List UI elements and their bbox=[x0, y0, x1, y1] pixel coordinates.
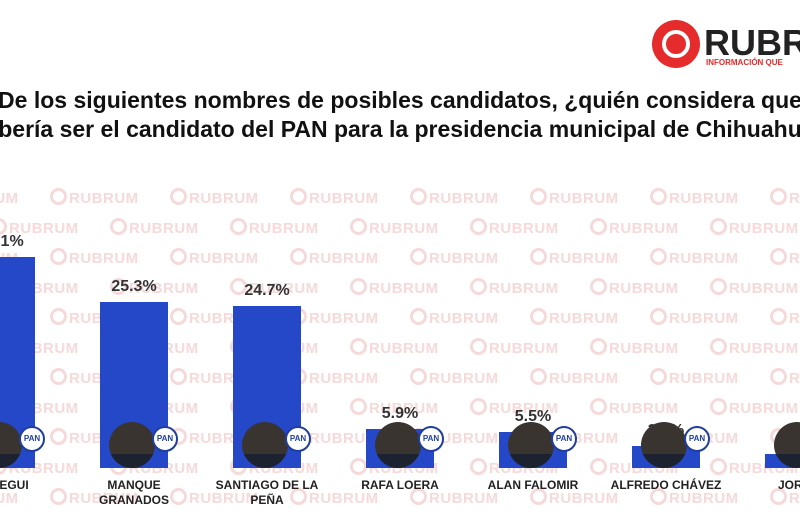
watermark: RUBRUM bbox=[650, 368, 739, 387]
watermark: RUBRUM bbox=[470, 398, 559, 417]
watermark: RUBRUM bbox=[770, 248, 800, 267]
watermark: RUBRUM bbox=[410, 188, 499, 207]
watermark: RUBRUM bbox=[290, 188, 379, 207]
watermark: RUBRUM bbox=[470, 338, 559, 357]
watermark: RUBRUM bbox=[350, 398, 439, 417]
watermark: RUBRUM bbox=[650, 188, 739, 207]
watermark: RUBRUM bbox=[650, 308, 739, 327]
watermark: RUBRUM bbox=[290, 248, 379, 267]
watermark: RUBRUM bbox=[710, 218, 799, 237]
watermark: RUBRUM bbox=[110, 278, 199, 297]
value-label: 24.7% bbox=[244, 281, 290, 299]
watermark: RUBRUM bbox=[770, 488, 800, 507]
watermark: RUBRUM bbox=[350, 218, 439, 237]
watermark: RUBRUM bbox=[410, 428, 499, 447]
watermark: RUBRUM bbox=[0, 188, 19, 207]
watermark: RUBRUM bbox=[770, 188, 800, 207]
watermark: RUBRUM bbox=[290, 368, 379, 387]
candidate-photo bbox=[242, 422, 288, 468]
watermark: RUBRUM bbox=[530, 248, 619, 267]
watermark: RUBRUM bbox=[230, 218, 319, 237]
candidate-photo bbox=[0, 422, 22, 468]
watermark: RUBRUM bbox=[530, 488, 619, 507]
watermark: RUBRUM bbox=[410, 308, 499, 327]
watermark: RUBRUM bbox=[710, 278, 799, 297]
watermark: RUBRUM bbox=[170, 188, 259, 207]
x-tick-label: JORGE bbox=[777, 478, 800, 492]
watermark: RUBRUM bbox=[0, 218, 79, 237]
x-tick-label: RAFA LOERA bbox=[361, 478, 439, 492]
watermark: RUBRUM bbox=[110, 218, 199, 237]
watermark: RUBRUM bbox=[410, 368, 499, 387]
watermark: RUBRUM bbox=[650, 488, 739, 507]
watermark: RUBRUM bbox=[530, 308, 619, 327]
value-label: 5.9% bbox=[381, 405, 419, 423]
x-tick-label: ÁUREGUI bbox=[0, 478, 29, 492]
value-label: 25.3% bbox=[111, 277, 157, 295]
watermark: RUBRUM bbox=[170, 488, 259, 507]
party-logo: PAN bbox=[684, 426, 710, 452]
x-tick-label: ALFREDO CHÁVEZ bbox=[610, 478, 722, 492]
x-tick-label: MANQUE GRANADOS bbox=[98, 478, 169, 507]
party-logo: PAN bbox=[285, 426, 311, 452]
watermark: RUBRUM bbox=[0, 488, 19, 507]
watermark: RUBRUM bbox=[590, 398, 679, 417]
candidate-photo bbox=[641, 422, 687, 468]
watermark: RUBRUM bbox=[650, 248, 739, 267]
chart-title: De los siguientes nombres de posibles ca… bbox=[0, 87, 800, 142]
party-logo: PAN bbox=[152, 426, 178, 452]
logo bbox=[652, 20, 700, 68]
watermark: RUBRUM bbox=[350, 338, 439, 357]
watermark: RUBRUM bbox=[770, 308, 800, 327]
value-label: 32.1% bbox=[0, 233, 24, 251]
watermark: RUBRUM bbox=[290, 428, 379, 447]
watermark: RUBRUM bbox=[770, 368, 800, 387]
watermark: RUBRUM bbox=[470, 278, 559, 297]
candidate-photo bbox=[109, 422, 155, 468]
watermark: RUBRUM bbox=[710, 338, 799, 357]
watermark: RUBRUM bbox=[590, 278, 679, 297]
watermark: RUBRUM bbox=[50, 488, 139, 507]
watermark: RUBRUM bbox=[290, 308, 379, 327]
watermark: RUBRUM bbox=[290, 488, 379, 507]
candidate-photo bbox=[774, 422, 800, 468]
watermark: RUBRUM bbox=[470, 218, 559, 237]
watermark: RUBRUM bbox=[590, 338, 679, 357]
watermark: RUBRUM bbox=[350, 278, 439, 297]
brand: RUBR bbox=[704, 22, 800, 63]
party-logo: PAN bbox=[551, 426, 577, 452]
party-logo: PAN bbox=[19, 426, 45, 452]
watermark: RUBRUM bbox=[410, 488, 499, 507]
watermark: RUBRUM bbox=[50, 248, 139, 267]
value-label: 5.5% bbox=[514, 407, 552, 425]
x-tick-label: ALAN FALOMIR bbox=[487, 478, 579, 492]
candidate-photo bbox=[508, 422, 554, 468]
watermark: RUBRUM bbox=[710, 398, 799, 417]
watermark: RUBRUM bbox=[410, 248, 499, 267]
watermark: RUBRUM bbox=[530, 188, 619, 207]
x-tick-label: SANTIAGO DE LA PEÑA bbox=[215, 478, 319, 507]
watermark: RUBRUM bbox=[50, 188, 139, 207]
watermark: RUBRUM bbox=[530, 368, 619, 387]
watermark: RUBRUM bbox=[590, 218, 679, 237]
candidate-photo bbox=[375, 422, 421, 468]
party-logo: PAN bbox=[418, 426, 444, 452]
watermark: RUBRUM bbox=[230, 278, 319, 297]
brand-tagline: INFORMACIÓN QUE bbox=[706, 58, 783, 67]
watermark: RUBRUM bbox=[170, 248, 259, 267]
